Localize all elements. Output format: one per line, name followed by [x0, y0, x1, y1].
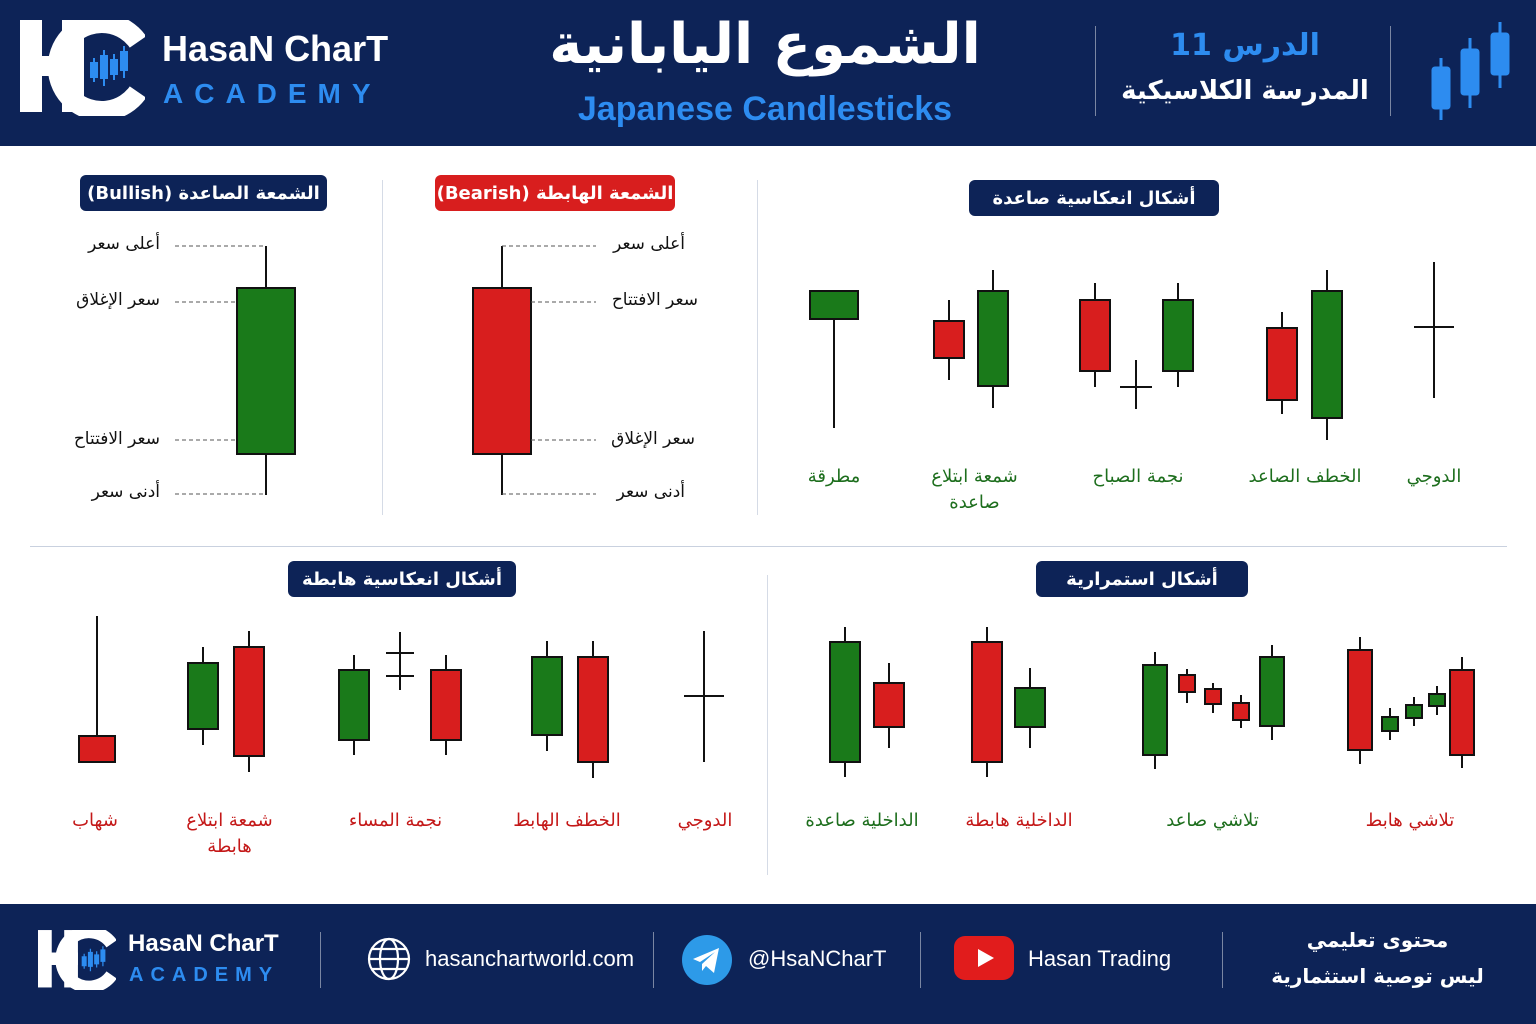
- section-divider: [30, 546, 1507, 547]
- continuation-title: أشكال استمرارية: [1036, 561, 1248, 597]
- bear-harami-large-candle: [971, 627, 1003, 777]
- bull-harami-large-candle: [829, 627, 861, 777]
- piercing-second-candle: [1311, 270, 1343, 440]
- evening-star-third-candle: [430, 655, 462, 755]
- piercing-first-candle: [1266, 312, 1298, 414]
- rising-three-small-candle: [1204, 683, 1222, 713]
- engulfing-small-candle: [933, 300, 965, 380]
- header-divider: [1095, 26, 1096, 116]
- bullish-close-label: سعر الإغلاق: [76, 290, 160, 310]
- footer-divider: [653, 932, 654, 988]
- globe-icon: [367, 937, 411, 981]
- page-title-english: Japanese Candlesticks: [577, 90, 953, 128]
- pattern-caption: الداخلية صاعدة: [805, 810, 919, 831]
- footer-brand-sub: ACADEMY: [129, 964, 280, 986]
- section-divider: [767, 575, 768, 875]
- engulfing-large-candle: [977, 270, 1009, 408]
- footer-bar: HasaN CharT ACADEMY hasanchartworld.com …: [0, 904, 1536, 1024]
- bearish-anatomy-candle: [472, 246, 532, 495]
- bullish-high-label: أعلى سعر: [88, 234, 160, 254]
- footer-divider: [320, 932, 321, 988]
- falling-three-first-candle: [1347, 637, 1373, 764]
- shooting-star-candle: [78, 616, 116, 763]
- bullish-anatomy-candle: [236, 246, 296, 495]
- pattern-caption: نجمة المساء: [348, 810, 443, 831]
- morning-star-doji: [1120, 360, 1152, 409]
- pattern-caption: الدوجي: [1406, 466, 1462, 487]
- dark-cloud-first-candle: [531, 641, 563, 751]
- pattern-caption: تلاشي هابط: [1365, 810, 1455, 831]
- falling-three-last-candle: [1449, 657, 1475, 768]
- rising-three-small-candle: [1232, 695, 1250, 728]
- brand-logo-icon: [38, 930, 116, 990]
- telegram-link[interactable]: @HsaNCharT: [748, 946, 887, 971]
- falling-three-small-candle: [1405, 697, 1423, 726]
- doji-candle: [684, 631, 724, 762]
- brand-name: HasaN CharT: [162, 28, 389, 69]
- disclaimer-line-1: محتوى تعليمي: [1306, 928, 1449, 952]
- morning-star-third-candle: [1162, 283, 1194, 387]
- bearish-reversal-title: أشكال انعكاسية هابطة: [288, 561, 516, 597]
- falling-three-small-candle: [1428, 686, 1446, 715]
- falling-three-small-candle: [1381, 708, 1399, 740]
- bear-harami-small-candle: [1014, 668, 1046, 748]
- pattern-caption: نجمة الصباح: [1092, 466, 1184, 487]
- bull-harami-small-candle: [873, 663, 905, 748]
- rising-three-small-candle: [1178, 669, 1196, 703]
- bullish-reversal-title: أشكال انعكاسية صاعدة: [969, 180, 1219, 216]
- disclaimer-line-2: ليس توصية استثمارية: [1271, 964, 1484, 988]
- pattern-caption: الدوجي: [677, 810, 733, 831]
- header-divider: [1390, 26, 1391, 116]
- youtube-icon: [954, 936, 1014, 980]
- rising-three-first-candle: [1142, 652, 1168, 769]
- youtube-link[interactable]: Hasan Trading: [1028, 946, 1172, 971]
- pattern-caption: شمعة ابتلاع هابطة: [186, 810, 273, 858]
- bearish-low-label: أدنى سعر: [616, 482, 685, 502]
- pattern-caption: شمعة ابتلاع صاعدة: [931, 466, 1018, 514]
- bearish-candle-title: الشمعة الهابطة (Bearish): [435, 175, 675, 211]
- brand-sub: ACADEMY: [163, 78, 382, 109]
- lesson-school: المدرسة الكلاسيكية: [1121, 76, 1369, 106]
- bear-engulfing-small-candle: [187, 647, 219, 745]
- page-title-arabic: الشموع اليابانية: [549, 12, 981, 77]
- bearish-high-label: أعلى سعر: [613, 234, 685, 254]
- hammer-candle: [809, 290, 859, 428]
- bullish-open-label: سعر الافتتاح: [73, 429, 160, 449]
- pattern-caption: الخطف الهابط: [513, 810, 621, 831]
- evening-star-first-candle: [338, 655, 370, 755]
- candlestick-chart-icon: [1431, 22, 1510, 120]
- section-divider: [757, 180, 758, 515]
- footer-divider: [1222, 932, 1223, 988]
- section-divider: [382, 180, 383, 515]
- website-link[interactable]: hasanchartworld.com: [425, 946, 635, 971]
- brand-logo-icon: [20, 20, 145, 116]
- footer-divider: [920, 932, 921, 988]
- dark-cloud-second-candle: [577, 641, 609, 778]
- pattern-caption: مطرقة: [807, 466, 861, 487]
- morning-star-first-candle: [1079, 283, 1111, 387]
- doji-candle: [1414, 262, 1454, 398]
- pattern-caption: شهاب: [72, 810, 118, 831]
- rising-three-last-candle: [1259, 645, 1285, 740]
- pattern-caption: تلاشي صاعد: [1166, 810, 1259, 831]
- lesson-number: الدرس 11: [1170, 28, 1320, 63]
- bear-engulfing-large-candle: [233, 631, 265, 772]
- bullish-low-label: أدنى سعر: [91, 482, 160, 502]
- pattern-caption: الداخلية هابطة: [965, 810, 1073, 831]
- bearish-open-label: سعر الافتتاح: [611, 290, 698, 310]
- bearish-close-label: سعر الإغلاق: [611, 429, 695, 449]
- bullish-candle-title: الشمعة الصاعدة (Bullish): [80, 175, 327, 211]
- pattern-caption: الخطف الصاعد: [1248, 466, 1362, 487]
- telegram-icon: [682, 935, 732, 985]
- evening-star-doji: [386, 632, 414, 690]
- footer-brand-name: HasaN CharT: [128, 930, 279, 957]
- header-banner: HasaN CharT ACADEMY الشموع اليابانية Jap…: [0, 0, 1536, 146]
